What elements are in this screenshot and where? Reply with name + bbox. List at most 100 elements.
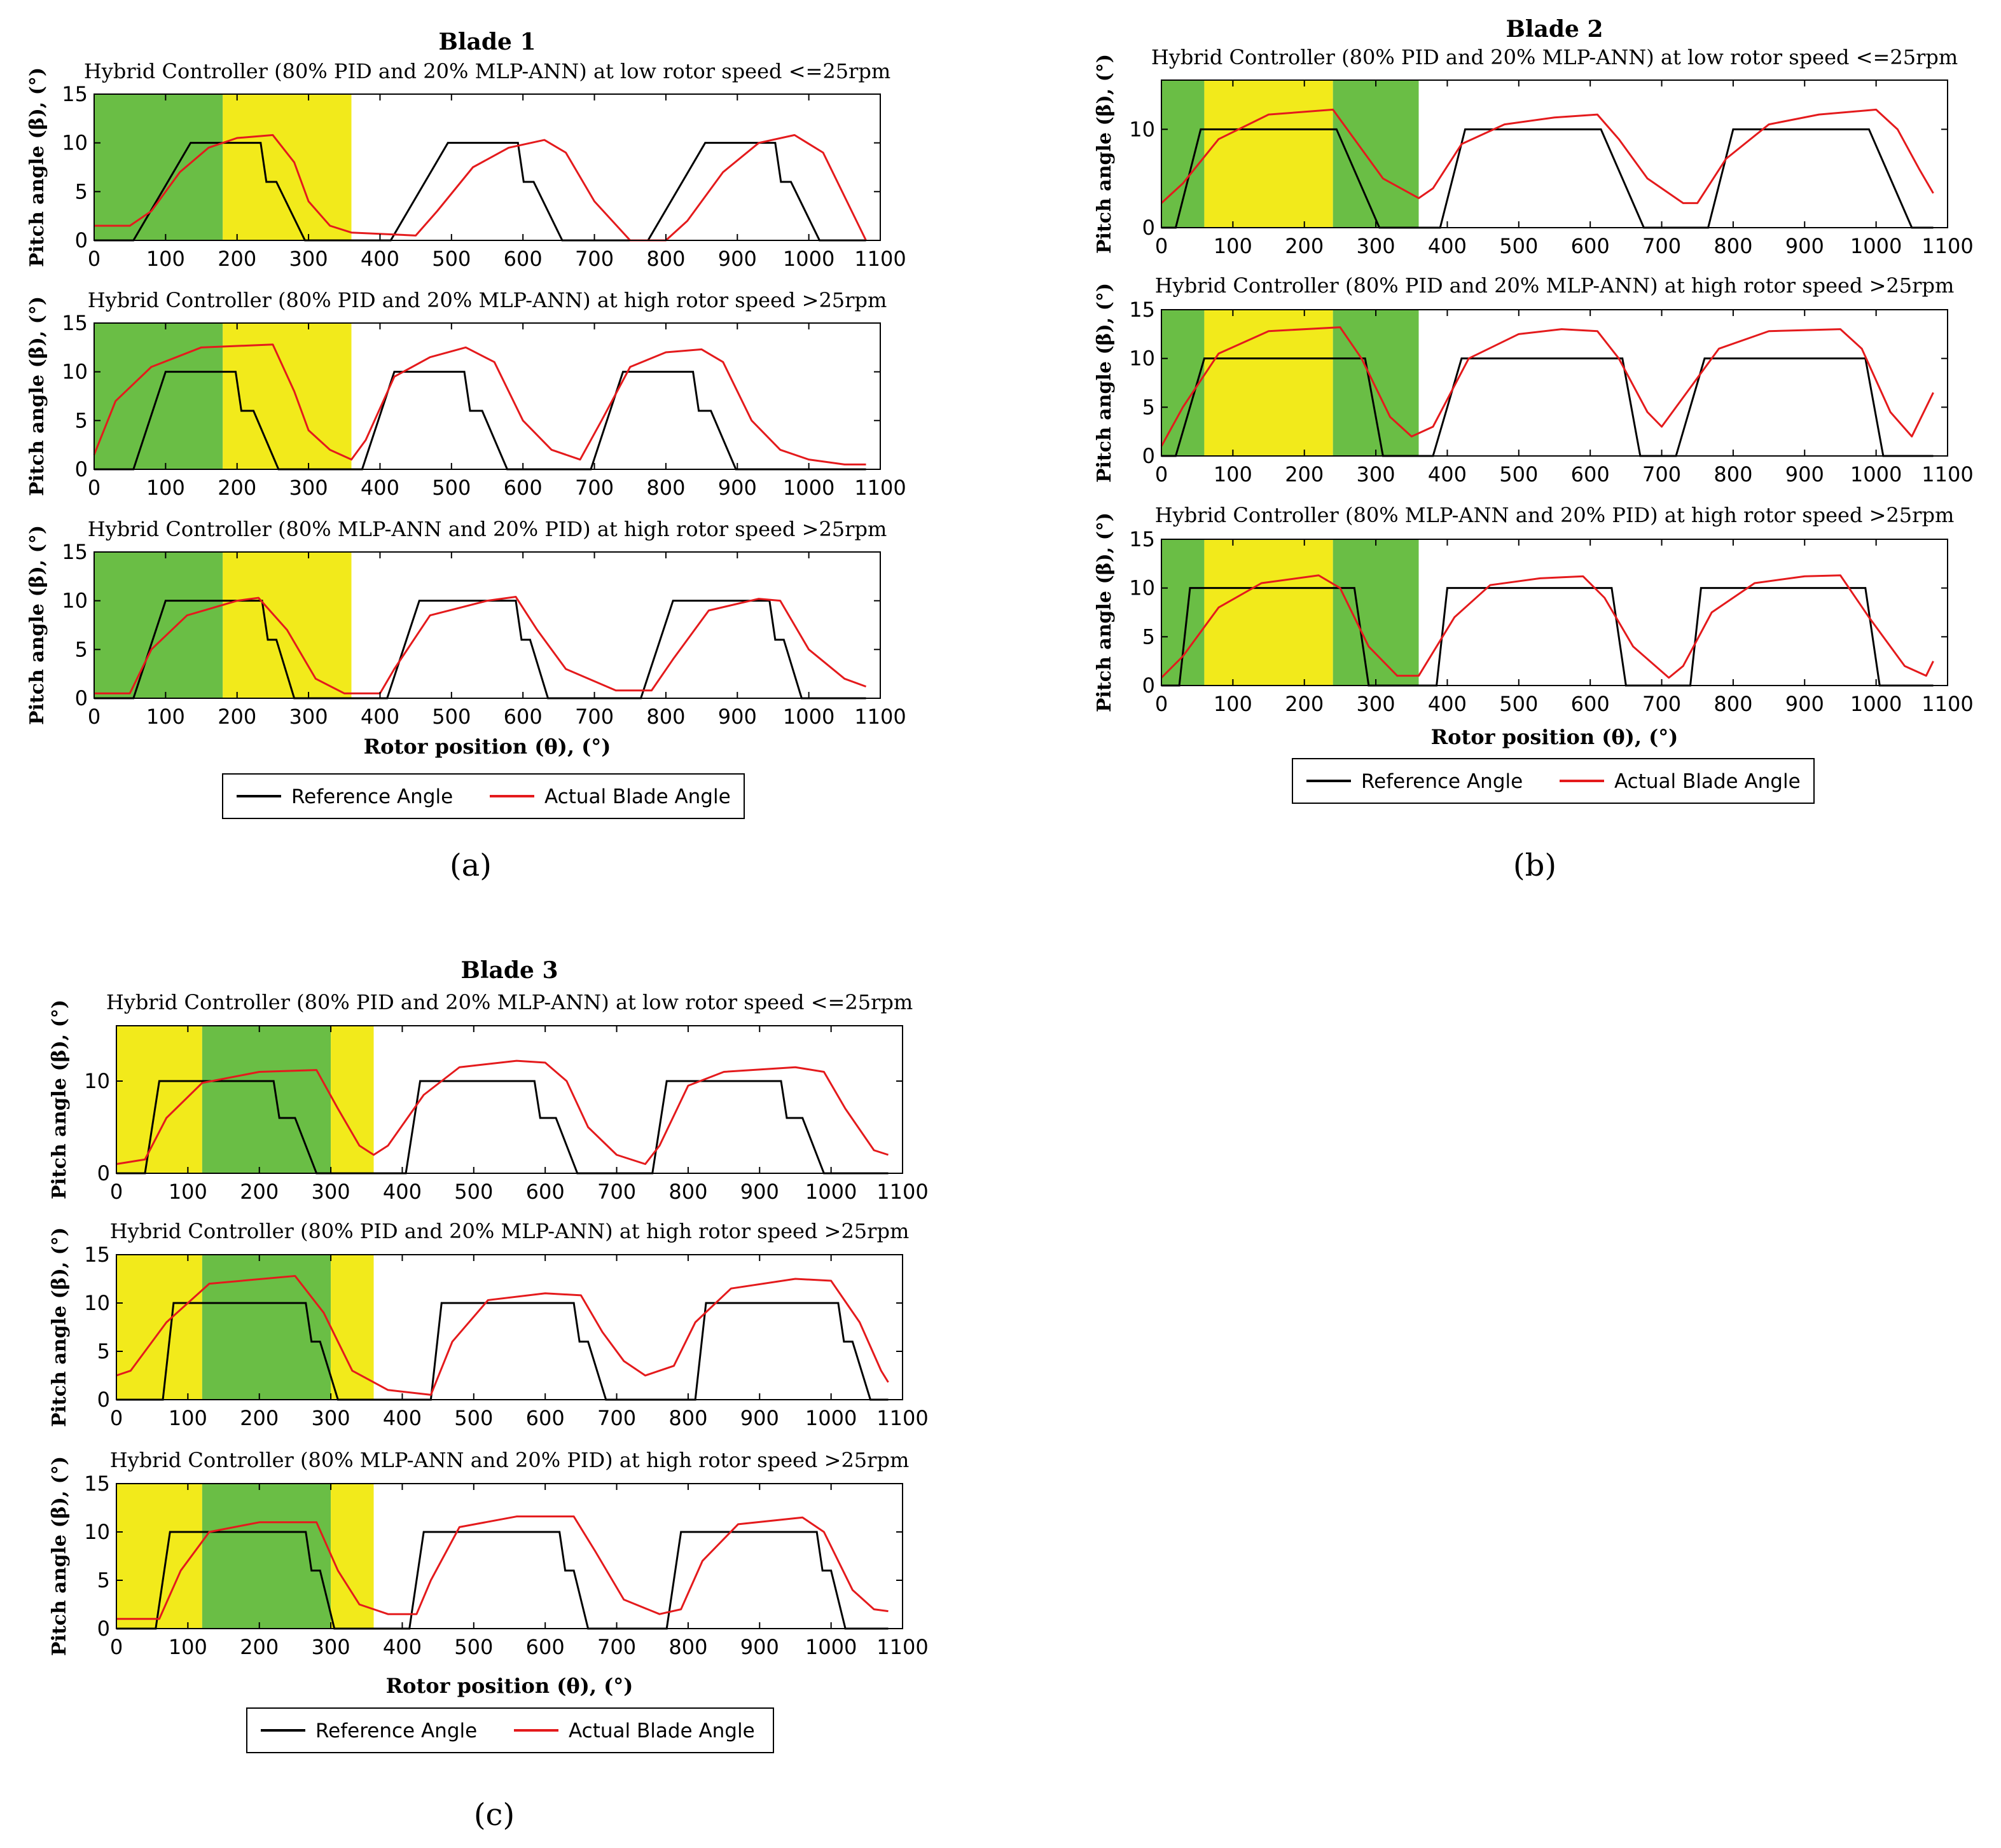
x-tick-label: 900 — [740, 1635, 779, 1659]
x-tick-label: 0 — [88, 247, 100, 271]
y-tick-label: 0 — [75, 457, 88, 481]
x-tick-label: 1100 — [876, 1406, 928, 1430]
x-tick-label: 900 — [718, 247, 757, 271]
subplot-c-3: Hybrid Controller (80% MLP-ANN and 20% P… — [48, 1448, 929, 1659]
shading-yellow — [331, 1484, 374, 1629]
y-tick-label: 15 — [1129, 298, 1155, 322]
x-tick-label: 100 — [146, 247, 185, 271]
y-tick-label: 5 — [75, 637, 88, 661]
y-tick-label: 0 — [1142, 673, 1155, 698]
x-tick-label: 600 — [504, 476, 543, 500]
x-tick-label: 200 — [1285, 692, 1324, 716]
y-tick-label: 5 — [1142, 624, 1155, 649]
y-tick-label: 0 — [97, 1617, 110, 1641]
subplot-b-2: Hybrid Controller (80% PID and 20% MLP-A… — [1093, 273, 1974, 486]
x-axis-label: Rotor position (θ), (°) — [364, 734, 611, 759]
reference-angle-line — [116, 1531, 889, 1630]
y-tick-label: 10 — [84, 1291, 110, 1315]
actual-blade-angle-line — [1160, 108, 1934, 204]
shading-yellow — [116, 1026, 202, 1173]
subplot-b-3: Hybrid Controller (80% MLP-ANN and 20% P… — [1093, 503, 1974, 716]
y-tick-label: 0 — [1142, 216, 1155, 240]
x-tick-label: 500 — [1499, 234, 1538, 258]
y-tick-label: 15 — [62, 82, 88, 106]
actual-blade-angle-line — [94, 134, 867, 242]
y-tick-label: 10 — [1129, 117, 1155, 141]
panel-label: (b) — [1513, 848, 1556, 883]
y-tick-label: 5 — [1142, 395, 1155, 419]
x-tick-label: 100 — [1214, 692, 1252, 716]
x-tick-label: 100 — [146, 476, 185, 500]
y-tick-label: 10 — [1129, 347, 1155, 371]
x-tick-label: 1000 — [805, 1180, 857, 1204]
x-tick-label: 400 — [1428, 462, 1467, 486]
x-tick-label: 800 — [646, 476, 685, 500]
shading-green — [202, 1026, 331, 1173]
x-tick-label: 600 — [1571, 692, 1610, 716]
shading-green — [1161, 539, 1205, 686]
x-tick-label: 800 — [1714, 692, 1752, 716]
legend: Reference Angle Actual Blade Angle — [222, 773, 745, 819]
x-tick-label: 400 — [383, 1406, 422, 1430]
x-tick-label: 700 — [1642, 692, 1681, 716]
actual-blade-angle-line — [93, 343, 866, 465]
x-tick-label: 200 — [240, 1635, 279, 1659]
x-tick-label: 400 — [361, 476, 399, 500]
shading-green — [202, 1255, 331, 1400]
x-tick-label: 1100 — [854, 476, 906, 500]
actual-blade-angle-line — [116, 1515, 889, 1620]
panel-title: Blade 1 — [438, 29, 536, 55]
x-tick-label: 100 — [1214, 234, 1252, 258]
y-tick-label: 15 — [1129, 527, 1155, 551]
x-tick-label: 1000 — [1850, 692, 1902, 716]
x-tick-label: 700 — [575, 476, 614, 500]
y-tick-label: 0 — [1142, 444, 1155, 468]
reference-angle-line — [94, 371, 866, 471]
plot-frame — [1161, 309, 1948, 457]
x-tick-label: 500 — [454, 1635, 493, 1659]
x-tick-label: 400 — [383, 1635, 422, 1659]
y-tick-label: 5 — [97, 1568, 110, 1592]
shading-yellow — [223, 323, 352, 469]
plot-frame — [116, 1025, 903, 1174]
x-tick-label: 1000 — [783, 476, 834, 500]
x-tick-label: 200 — [240, 1406, 279, 1430]
x-tick-label: 600 — [504, 705, 543, 729]
x-tick-label: 400 — [1428, 234, 1467, 258]
y-axis-label: Pitch angle (β), (°) — [48, 1000, 71, 1199]
x-tick-label: 300 — [1357, 234, 1395, 258]
actual-blade-angle-line — [1160, 326, 1934, 447]
x-tick-label: 0 — [1155, 462, 1168, 486]
y-tick-label: 10 — [62, 360, 88, 384]
x-tick-label: 600 — [1571, 234, 1610, 258]
x-tick-label: 700 — [575, 247, 614, 271]
y-axis-label: Pitch angle (β), (°) — [48, 1456, 71, 1656]
shading-green — [1333, 539, 1419, 686]
x-tick-label: 0 — [1155, 692, 1168, 716]
y-tick-label: 10 — [62, 131, 88, 155]
x-tick-label: 0 — [110, 1180, 123, 1204]
x-tick-label: 800 — [646, 705, 685, 729]
x-tick-label: 100 — [1214, 462, 1252, 486]
panel-label: (a) — [450, 848, 492, 883]
x-tick-label: 700 — [597, 1180, 636, 1204]
y-tick-label: 10 — [84, 1520, 110, 1544]
x-tick-label: 0 — [88, 476, 100, 500]
y-tick-label: 15 — [62, 540, 88, 564]
x-tick-label: 100 — [146, 705, 185, 729]
shading-yellow — [1204, 310, 1333, 456]
x-tick-label: 500 — [432, 476, 471, 500]
y-tick-label: 0 — [75, 686, 88, 710]
x-axis-label: Rotor position (θ), (°) — [386, 1674, 634, 1698]
x-tick-label: 200 — [240, 1180, 279, 1204]
x-tick-label: 900 — [1785, 462, 1824, 486]
subplot-title: Hybrid Controller (80% MLP-ANN and 20% P… — [110, 1448, 910, 1472]
reference-angle-line — [116, 1302, 889, 1401]
plot-frame — [116, 1254, 903, 1400]
actual-blade-angle-line — [116, 1059, 889, 1165]
x-tick-label: 500 — [454, 1406, 493, 1430]
x-tick-label: 1100 — [1921, 462, 1973, 486]
x-tick-label: 700 — [1642, 234, 1681, 258]
shading-yellow — [223, 94, 352, 240]
